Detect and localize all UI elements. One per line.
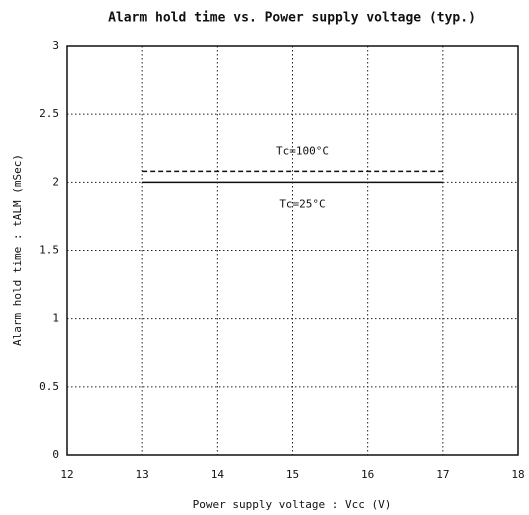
series-label: Tc=25°C — [279, 197, 325, 210]
y-tick-label: 1.5 — [39, 244, 59, 257]
x-tick-label: 12 — [60, 468, 73, 481]
x-tick-label: 13 — [136, 468, 149, 481]
x-tick-label: 18 — [511, 468, 524, 481]
y-tick-label: 0 — [52, 448, 59, 461]
x-tick-label: 14 — [211, 468, 225, 481]
x-tick-label: 15 — [286, 468, 299, 481]
x-tick-label: 16 — [361, 468, 374, 481]
y-axis-label: Alarm hold time : tALM (mSec) — [11, 154, 24, 346]
series-label: Tc=100°C — [276, 144, 329, 157]
x-tick-label: 17 — [436, 468, 449, 481]
plot-frame — [66, 45, 519, 456]
y-tick-label: 2.5 — [39, 107, 59, 120]
y-tick-label: 0.5 — [39, 380, 59, 393]
y-tick-label: 2 — [52, 175, 59, 188]
chart-title: Alarm hold time vs. Power supply voltage… — [108, 11, 476, 26]
x-axis-label: Power supply voltage : Vcc (V) — [193, 498, 392, 511]
y-tick-label: 1 — [52, 312, 59, 325]
y-tick-label: 3 — [52, 39, 59, 52]
